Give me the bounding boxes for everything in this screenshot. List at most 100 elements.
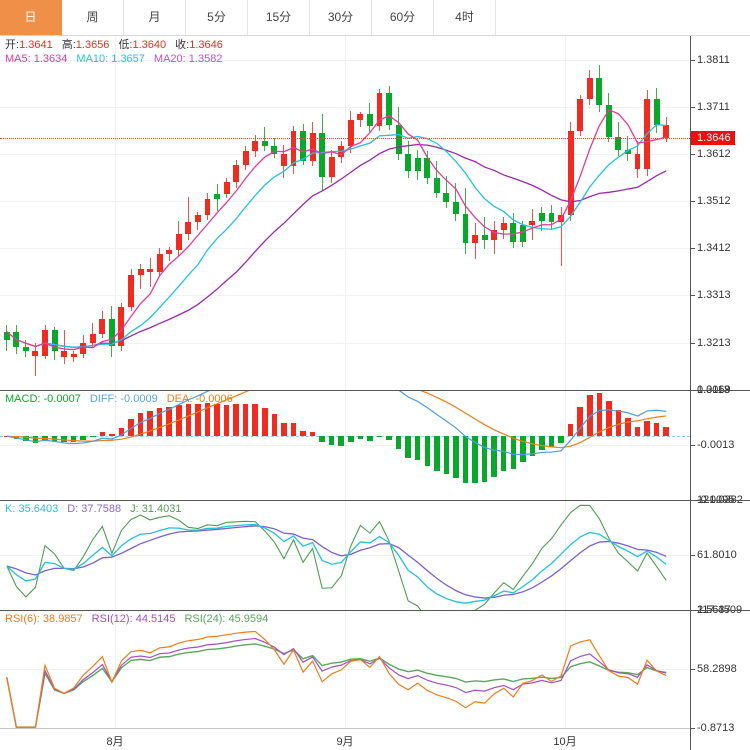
vertical-gridline [565,390,566,500]
candle-body [51,330,58,351]
rsi24-value: 45.9594 [228,613,269,625]
high-label: 高: [61,39,76,51]
candle-body [70,353,77,358]
timeframe-tab-1[interactable]: 周 [62,0,124,35]
candle-body [452,202,459,215]
candle-body [347,119,354,147]
timeframe-tab-5[interactable]: 30分 [310,0,372,35]
candle-body [328,156,335,177]
macd-zero-line [0,436,690,438]
j-value: 31.4031 [141,503,182,515]
candle-body [625,150,631,154]
kdj-plot-area[interactable] [0,500,690,610]
timeframe-tab-3[interactable]: 5分 [186,0,248,35]
series-line [6,504,667,610]
candle-body [280,153,287,167]
vertical-gridline [345,610,346,728]
macd-histogram-bar [233,404,239,437]
candle-body [395,125,402,154]
candle-wick [627,135,629,162]
macd-histogram-bar [309,431,316,437]
candle-body [424,157,431,179]
candle-body [376,93,383,127]
candle-body [128,274,134,308]
candle-body [80,343,87,354]
candle-body [89,333,96,344]
rsi-plot-area[interactable] [0,610,690,728]
candle-body [166,250,173,255]
macd-histogram-bar [453,436,459,478]
rsi6-value: 38.9857 [42,613,83,625]
diff-value: -0.0009 [120,393,158,405]
timeframe-tab-0[interactable]: 日 [0,0,62,35]
candle-body [252,140,259,151]
macd-histogram-bar [481,436,488,482]
price-plot-area[interactable] [0,36,690,390]
timeframe-tab-7[interactable]: 4时 [434,0,496,35]
macd-histogram-bar [147,411,153,437]
macd-histogram-bar [281,422,287,437]
candle-body [491,229,498,240]
macd-histogram-bar [166,407,172,437]
macd-histogram-bar [376,436,383,438]
macd-histogram-bar [606,400,612,437]
candle-body [3,331,10,341]
candle-wick [187,197,189,240]
macd-histogram-bar [23,436,29,442]
vertical-gridline [115,610,116,728]
j-label: J: [130,503,139,515]
macd-histogram-bar [510,436,517,469]
d-label: D: [67,503,79,515]
rsi12-label: RSI(12): [91,613,133,625]
candle-body [108,319,115,347]
candle-body [615,136,622,151]
macd-histogram-bar [539,436,545,450]
candle-body [567,131,574,216]
last-price-badge: 1.3646 [691,130,735,145]
candle-body [319,133,326,177]
macd-plot-area[interactable] [0,390,690,500]
low-label: 低: [118,39,133,51]
rsi-panel: RSI(6): 38.9857 RSI(12): 44.5145 RSI(24): … [0,604,750,734]
vertical-gridline [115,390,116,500]
ohlc-legend: 开:1.3641 高:1.3656 低:1.3640 收:1.3646 [5,38,232,52]
macd-histogram-bar [395,436,402,449]
macd-histogram-bar [32,436,39,444]
macd-legend: MACD: -0.0007 DIFF: -0.0009 DEA: -0.0006 [5,392,242,406]
rsi-y-axis: 117.4509 58.2898 -0.8713 [690,604,750,734]
vertical-gridline [115,36,116,390]
candle-body [548,213,555,222]
price-candlestick-panel: 开:1.3641 高:1.3656 低:1.3640 收:1.3646 MA5: 1.… [0,36,750,396]
candle-body [472,235,479,243]
candle-body [663,125,670,138]
high-value: 1.3656 [75,39,110,51]
macd-y-axis: 0.0069 -0.0013 -0.0095 [690,384,750,506]
macd-histogram-bar [252,404,258,437]
macd-panel: MACD: -0.0007 DIFF: -0.0009 DEA: -0.0006 0… [0,384,750,506]
candle-body [214,193,220,200]
timeframe-tab-4[interactable]: 15分 [248,0,310,35]
timeframe-tab-2[interactable]: 月 [124,0,186,35]
time-axis-label: 9月 [336,736,354,748]
timeframe-tab-6[interactable]: 60分 [372,0,434,35]
candle-body [462,214,469,243]
macd-histogram-bar [405,436,411,458]
macd-histogram-bar [290,423,297,437]
macd-histogram-bar [520,436,526,463]
macd-histogram-bar [137,413,144,437]
candle-body [510,222,517,242]
time-axis-label: 8月 [106,736,124,748]
close-value: 1.3646 [189,39,223,51]
candle-body [433,178,440,193]
vertical-gridline [565,36,566,390]
time-axis-label: 10月 [553,736,577,748]
macd-histogram-bar [424,436,431,466]
macd-histogram-bar [109,433,115,437]
low-value: 1.3640 [132,39,167,51]
ma5-value: 1.3634 [33,53,68,65]
candle-body [32,350,39,356]
macd-histogram-bar [214,403,220,437]
kdj-panel: K: 35.6403 D: 37.7588 J: 31.4031 121.0382 6… [0,494,750,616]
overlay-lines [6,504,667,610]
panel-divider-3 [0,610,750,611]
